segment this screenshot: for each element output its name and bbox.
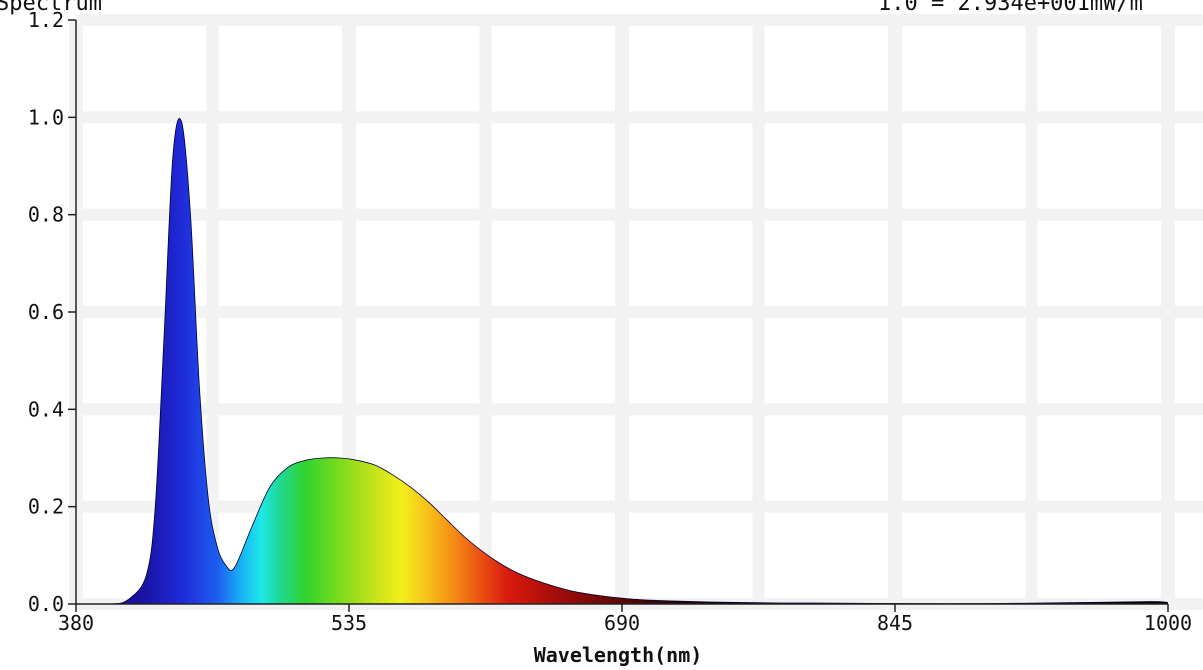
y-tick-label: 0.2 — [28, 495, 64, 519]
y-tick-label: 1.2 — [28, 8, 64, 32]
x-axis-label: Wavelength(nm) — [534, 643, 703, 667]
axes: 0.0 0.2 0.4 0.6 0.8 1.0 1.2 380 535 690 845 1000 — [28, 8, 1192, 635]
x-tick-label: 690 — [604, 611, 640, 635]
y-tick-label: 1.0 — [28, 105, 64, 129]
y-tick-label: 0.0 — [28, 592, 64, 616]
x-tick-label: 1000 — [1144, 611, 1192, 635]
y-axis-label: Spectrum — [0, 0, 102, 16]
y-tick-label: 0.4 — [28, 397, 64, 421]
scale-note: 1.0 = 2.934e+001mW/m — [878, 0, 1143, 16]
x-tick-label: 535 — [331, 611, 367, 635]
y-tick-label: 0.6 — [28, 300, 64, 324]
y-tick-label: 0.8 — [28, 203, 64, 227]
grid — [69, 14, 1203, 610]
x-tick-label: 380 — [58, 611, 94, 635]
x-tick-label: 845 — [877, 611, 913, 635]
spectrum-curve — [76, 117, 1168, 605]
spectrum-area — [76, 117, 1168, 605]
